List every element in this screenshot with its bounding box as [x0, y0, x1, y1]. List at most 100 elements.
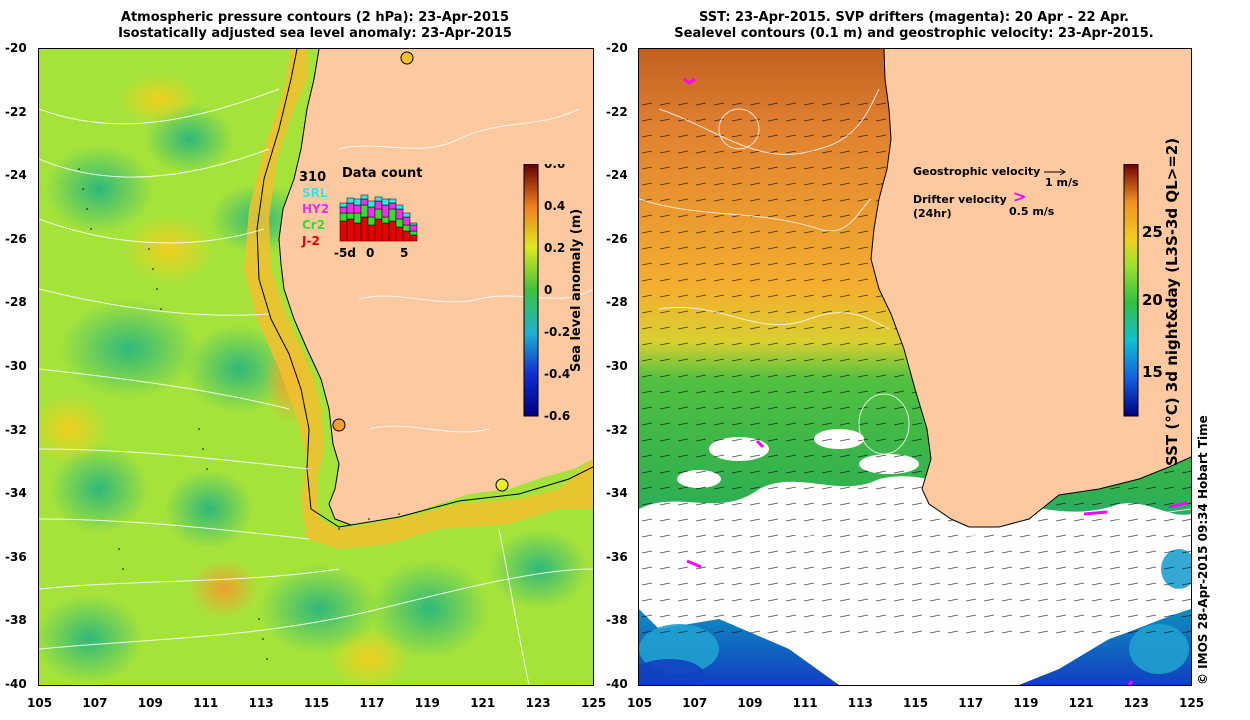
sst-map-canvas — [639, 49, 1191, 685]
tide-gauge-marker[interactable] — [495, 478, 509, 492]
sla-colorbar-tick: -0.2 — [544, 325, 570, 339]
histogram-bar — [339, 220, 348, 242]
histogram-bar — [409, 224, 418, 232]
data-count-inset: 310 Data count SRL HY2 Cr2 J-2 -5d 0 5 — [299, 166, 422, 260]
left-y-tick-label: -36 — [5, 549, 27, 564]
left-y-tick-label: -30 — [5, 359, 27, 373]
satellite-legend-item: J-2 — [301, 234, 320, 248]
left-y-tick-label: -38 — [5, 613, 27, 628]
left-x-tick-label: 123 — [525, 696, 551, 710]
tide-gauge-marker[interactable] — [332, 418, 346, 432]
sst-colorbar-label: SST (°C) 3d night&day (L3S-3d QL>=2) — [1163, 137, 1181, 466]
tide-gauge-marker[interactable] — [400, 51, 414, 65]
left-x-tick-label: 107 — [82, 696, 108, 710]
sst-map[interactable]: Geostrophic velocity 1 m/s Drifter veloc… — [638, 48, 1192, 686]
sla-positive-eddies — [39, 74, 409, 685]
histogram-bar — [409, 234, 418, 242]
histogram-bar — [409, 230, 418, 236]
left-x-tick-label: 115 — [304, 696, 330, 710]
satellite-legend-item: Cr2 — [302, 218, 325, 232]
imos-credit: © IMOS 28-Apr-2015 09:34 Hobart Time — [1196, 415, 1210, 685]
histogram-bar — [346, 218, 355, 242]
histogram-bar — [353, 222, 362, 242]
sla-map-canvas — [39, 49, 593, 685]
coastline — [870, 49, 1191, 528]
sea-level-anomaly-map[interactable]: 310 Data count SRL HY2 Cr2 J-2 -5d 0 5 — [38, 48, 594, 686]
right-x-tick-label: 115 — [903, 696, 929, 710]
sla-colorbar-tick: 0 — [544, 283, 552, 297]
sla-colorbar: 0.6 0.4 0.2 0 -0.2 -0.4 -0.6 — [523, 164, 570, 423]
histogram-bar — [367, 206, 376, 218]
drifter-scale-arrow-icon: > — [1013, 187, 1027, 206]
histogram-bar — [409, 222, 418, 226]
sst-colorbar-tick: 15 — [1142, 363, 1163, 381]
right-x-tick-label: 121 — [1068, 696, 1094, 710]
right-title-line2: Sealevel contours (0.1 m) and geostrophi… — [674, 26, 1154, 41]
histogram-bar — [367, 224, 376, 242]
histogram-bar — [374, 208, 383, 220]
left-x-tick-label: 121 — [470, 696, 496, 710]
right-x-tick-label: 109 — [737, 696, 763, 710]
australia-landmass — [279, 49, 593, 525]
histogram-bar — [381, 216, 390, 224]
left-x-tick-label: 105 — [27, 696, 53, 710]
right-title-line1: SST: 23-Apr-2015. SVP drifters (magenta)… — [699, 10, 1129, 25]
histogram-bar — [360, 204, 369, 218]
inset-x-tick-label: -5d — [334, 246, 356, 260]
histogram-bar — [395, 204, 404, 210]
left-y-tick-label: -26 — [5, 231, 27, 246]
left-x-tick-label: 119 — [414, 696, 440, 710]
histogram-bar — [367, 216, 376, 226]
drifter-velocity-label: Drifter velocity — [913, 193, 1007, 206]
sla-colorbar-tick: 0.6 — [544, 164, 565, 171]
shelf-isobath — [256, 49, 593, 528]
right-y-tick-label: -22 — [606, 104, 628, 119]
histogram-bar — [402, 224, 411, 232]
right-x-tick-label: 123 — [1123, 696, 1149, 710]
left-x-tick-label: 125 — [581, 696, 607, 710]
sealevel-contours — [639, 88, 1191, 615]
histogram-bar — [395, 208, 404, 220]
right-y-tick-label: -30 — [606, 359, 628, 373]
histogram-bar — [402, 230, 411, 242]
inset-x-tick-label: 0 — [366, 246, 374, 260]
sst-colorbar-tick: 25 — [1142, 223, 1163, 241]
right-y-tick-label: -28 — [606, 295, 628, 310]
histogram-bar — [353, 204, 362, 214]
histogram-bar — [374, 218, 383, 242]
geostrophic-velocity-label: Geostrophic velocity — [913, 165, 1041, 178]
histogram-bar — [339, 206, 348, 214]
histogram-bar — [381, 204, 390, 218]
pressure-contours — [39, 88, 593, 685]
histogram-bar — [395, 218, 404, 228]
left-y-tick-label: -24 — [5, 168, 27, 183]
left-title-line1: Atmospheric pressure contours (2 hPa): 2… — [120, 10, 510, 25]
histogram-bar — [388, 208, 397, 222]
coastline — [278, 49, 352, 526]
histogram-bar — [346, 212, 355, 220]
sla-colorbar-tick: 0.2 — [544, 241, 565, 255]
data-count-number: 310 — [299, 170, 326, 185]
histogram-bar — [402, 212, 411, 218]
sst-colorbar: 25 20 15 — [1123, 164, 1163, 417]
left-x-tick-label: 117 — [359, 696, 385, 710]
satellite-legend-item: SRL — [302, 186, 328, 200]
drifter-velocity-period: (24hr) — [913, 207, 952, 220]
histogram-bar — [339, 202, 348, 208]
satellite-legend-item: HY2 — [302, 202, 329, 216]
histogram-bar — [381, 222, 390, 242]
svp-drifters[interactable] — [683, 77, 1188, 685]
histogram-bar — [367, 200, 376, 208]
histogram-bar — [388, 220, 397, 242]
histogram-bar — [339, 212, 348, 222]
right-y-tick-label: -20 — [606, 41, 628, 55]
left-y-tick-label: -34 — [5, 486, 27, 501]
right-y-tick-label: -26 — [606, 231, 628, 246]
histogram-bar — [360, 198, 369, 206]
very-cold-water — [639, 659, 704, 685]
leeuwin-current-band — [244, 49, 593, 549]
right-x-tick-label: 117 — [958, 696, 984, 710]
left-y-tick-label: -28 — [5, 295, 27, 310]
drifter-scale: 0.5 m/s — [1009, 205, 1055, 218]
sla-colorbar-label: Sea level anomaly (m) — [569, 208, 584, 372]
